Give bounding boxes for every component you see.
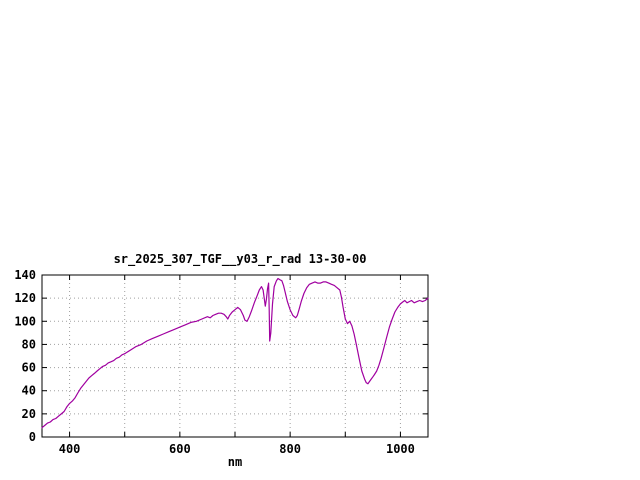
y-tick-label: 60	[22, 361, 36, 375]
grid-lines	[42, 275, 428, 437]
tick-marks	[42, 274, 428, 438]
y-tick-label: 0	[29, 430, 36, 444]
y-tick-label: 40	[22, 384, 36, 398]
x-axis-label: nm	[228, 455, 242, 469]
x-tick-label: 1000	[386, 442, 415, 456]
y-tick-label: 20	[22, 407, 36, 421]
y-tick-label: 100	[14, 314, 36, 328]
y-tick-label: 80	[22, 337, 36, 351]
y-tick-label: 140	[14, 268, 36, 282]
x-tick-label: 600	[169, 442, 191, 456]
x-tick-label: 800	[279, 442, 301, 456]
y-tick-label: 120	[14, 291, 36, 305]
plot-border	[41, 274, 429, 438]
data-line	[41, 277, 429, 429]
tick-labels: 400 600 800 1000 0 20 40 60 80 100 120 140	[14, 268, 415, 456]
chart-generated-layer: 400 600 800 1000 0 20 40 60 80 100 120 140	[14, 268, 429, 456]
x-tick-label: 400	[59, 442, 81, 456]
chart-title: sr_2025_307_TGF__y03_r_rad 13-30-00	[114, 252, 367, 267]
